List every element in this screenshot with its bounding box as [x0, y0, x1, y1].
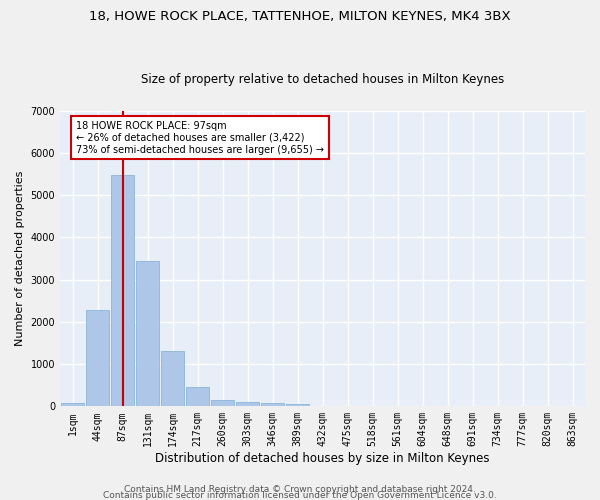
- Bar: [236, 402, 259, 406]
- Bar: [61, 404, 84, 406]
- Bar: [161, 350, 184, 406]
- Bar: [286, 404, 309, 406]
- Text: Contains HM Land Registry data © Crown copyright and database right 2024.: Contains HM Land Registry data © Crown c…: [124, 484, 476, 494]
- Bar: [186, 387, 209, 406]
- X-axis label: Distribution of detached houses by size in Milton Keynes: Distribution of detached houses by size …: [155, 452, 490, 465]
- Bar: [111, 175, 134, 406]
- Bar: [136, 260, 159, 406]
- Text: 18 HOWE ROCK PLACE: 97sqm
← 26% of detached houses are smaller (3,422)
73% of se: 18 HOWE ROCK PLACE: 97sqm ← 26% of detac…: [76, 122, 324, 154]
- Bar: [211, 400, 234, 406]
- Text: 18, HOWE ROCK PLACE, TATTENHOE, MILTON KEYNES, MK4 3BX: 18, HOWE ROCK PLACE, TATTENHOE, MILTON K…: [89, 10, 511, 23]
- Text: Contains public sector information licensed under the Open Government Licence v3: Contains public sector information licen…: [103, 490, 497, 500]
- Title: Size of property relative to detached houses in Milton Keynes: Size of property relative to detached ho…: [141, 73, 504, 86]
- Bar: [86, 310, 109, 406]
- Y-axis label: Number of detached properties: Number of detached properties: [15, 171, 25, 346]
- Bar: [261, 403, 284, 406]
